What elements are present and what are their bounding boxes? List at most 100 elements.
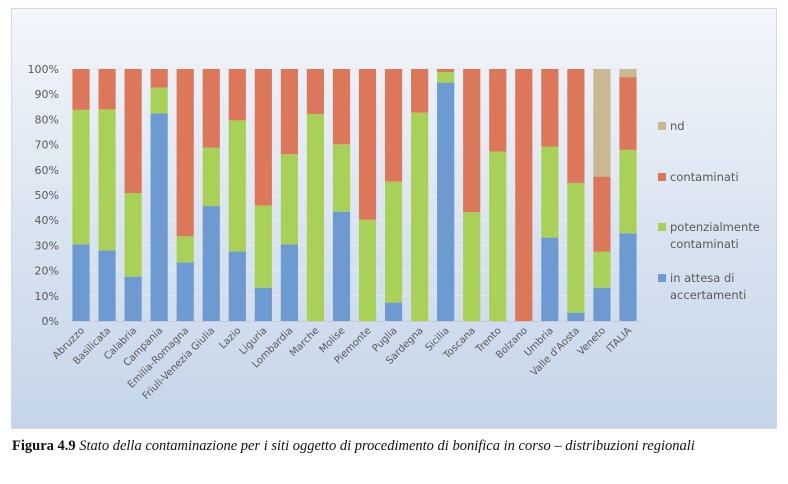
- bar-group: [280, 69, 298, 321]
- bar-segment-potenzialmente-contaminati: [202, 147, 220, 207]
- bar-segment-in-attesa-di-accertamenti: [332, 211, 351, 321]
- bar-segment-in-attesa-di-accertamenti: [437, 82, 455, 321]
- bar-segment-contaminati: [515, 69, 533, 321]
- bar-segment-contaminati: [202, 69, 220, 148]
- legend-label: nd: [670, 119, 685, 133]
- legend-item: in attesa di accertamenti: [658, 271, 746, 302]
- y-tick-label: 50%: [35, 189, 59, 202]
- y-axis-tick-labels: 0% 10% 20% 30% 40% 50% 60% 70% 80% 90% 100%: [28, 63, 59, 328]
- bar-segment-in-attesa-di-accertamenti: [567, 312, 585, 321]
- bar-segment-contaminati: [306, 69, 325, 115]
- bar-segment-contaminati: [437, 69, 455, 73]
- bar-segment-potenzialmente-contaminati: [254, 205, 272, 288]
- bar-segment-in-attesa-di-accertamenti: [72, 244, 90, 321]
- legend-label: contaminati: [670, 170, 739, 184]
- y-tick-label: 10%: [35, 290, 59, 303]
- bar-group: [358, 69, 377, 321]
- bar-segment-contaminati: [384, 69, 403, 182]
- legend-swatch: [658, 173, 666, 181]
- bar-group: [306, 69, 325, 321]
- bar-segment-contaminati: [593, 176, 611, 252]
- bar-group: [332, 69, 351, 321]
- bar-group: [124, 69, 142, 321]
- y-tick-label: 90%: [35, 88, 59, 101]
- bar-group: [463, 69, 481, 321]
- bar-segment-nd: [619, 69, 637, 78]
- bar-segment-in-attesa-di-accertamenti: [384, 302, 403, 321]
- figure-caption: Figura 4.9 Stato della contaminazione pe…: [12, 438, 772, 454]
- y-tick-label: 40%: [35, 214, 59, 227]
- bar-segment-potenzialmente-contaminati: [567, 182, 585, 313]
- figure-caption-text: Stato della contaminazione per i siti og…: [75, 438, 695, 454]
- bar-segment-contaminati: [150, 69, 168, 88]
- bar-segment-contaminati: [619, 77, 637, 150]
- bar-segment-potenzialmente-contaminati: [306, 114, 325, 321]
- x-category-label: Veneto: [576, 325, 608, 357]
- bar-segment-in-attesa-di-accertamenti: [150, 113, 168, 322]
- bar-group: [515, 69, 533, 321]
- bar-segment-contaminati: [280, 69, 298, 155]
- bar-segment-contaminati: [463, 69, 481, 213]
- bar-segment-potenzialmente-contaminati: [228, 120, 246, 252]
- y-tick-label: 30%: [35, 239, 59, 252]
- bar-group: [384, 69, 403, 321]
- bar-segment-contaminati: [358, 69, 377, 220]
- bar-group: [72, 69, 90, 321]
- bar-segment-potenzialmente-contaminati: [489, 151, 507, 321]
- bar-segment-potenzialmente-contaminati: [150, 87, 168, 114]
- bar-segment-potenzialmente-contaminati: [176, 236, 194, 263]
- bar-segment-potenzialmente-contaminati: [541, 146, 559, 238]
- bar-segment-in-attesa-di-accertamenti: [228, 251, 246, 321]
- bar-segment-contaminati: [72, 69, 90, 110]
- legend-swatch: [658, 223, 666, 231]
- legend-label: potenzialmente: [670, 220, 760, 234]
- bar-group: [202, 69, 220, 321]
- bar-segment-contaminati: [411, 69, 429, 113]
- y-tick-label: 80%: [35, 113, 59, 126]
- bar-group: [567, 69, 585, 321]
- y-tick-label: 100%: [28, 63, 59, 76]
- bar-segment-nd: [593, 69, 611, 177]
- bar-segment-in-attesa-di-accertamenti: [254, 287, 272, 321]
- figure-label: Figura 4.9: [12, 438, 76, 454]
- bar-segment-in-attesa-di-accertamenti: [593, 287, 611, 321]
- bar-segment-potenzialmente-contaminati: [411, 112, 429, 321]
- bar-segment-in-attesa-di-accertamenti: [98, 250, 116, 321]
- legend: nd contaminati potenzialmente contaminati in…: [658, 119, 760, 302]
- bar-segment-potenzialmente-contaminati: [619, 149, 637, 234]
- bar-group: [254, 69, 272, 321]
- y-tick-label: 20%: [35, 265, 59, 278]
- bar-segment-contaminati: [98, 69, 116, 110]
- bar-segment-potenzialmente-contaminati: [280, 154, 298, 245]
- bar-segment-contaminati: [228, 69, 246, 121]
- bar-group: [541, 69, 559, 321]
- bar-segment-potenzialmente-contaminati: [72, 109, 90, 245]
- y-tick-label: 70%: [35, 139, 59, 152]
- bar-segment-in-attesa-di-accertamenti: [541, 237, 559, 321]
- bar-segment-in-attesa-di-accertamenti: [176, 262, 194, 321]
- bar-segment-in-attesa-di-accertamenti: [124, 276, 142, 321]
- legend-item: nd: [658, 119, 685, 133]
- bar-segment-contaminati: [254, 69, 272, 206]
- legend-item: potenzialmente contaminati: [658, 220, 760, 251]
- bar-group: [176, 69, 194, 321]
- y-tick-label: 60%: [35, 164, 59, 177]
- bar-segment-contaminati: [124, 69, 142, 193]
- legend-item: contaminati: [658, 170, 739, 184]
- bar-group: [228, 69, 246, 321]
- bar-segment-contaminati: [176, 69, 194, 237]
- chart-frame: 0% 10% 20% 30% 40% 50% 60% 70% 80% 90% 100% Abruzz…: [11, 8, 777, 429]
- bar-segment-in-attesa-di-accertamenti: [202, 206, 220, 321]
- bar-segment-potenzialmente-contaminati: [384, 181, 403, 303]
- legend-label: accertamenti: [670, 288, 746, 302]
- bar-segment-contaminati: [541, 69, 559, 147]
- bar-segment-in-attesa-di-accertamenti: [619, 233, 637, 321]
- bar-segment-potenzialmente-contaminati: [358, 219, 377, 321]
- bar-group: [98, 69, 116, 321]
- bar-segment-contaminati: [567, 69, 585, 183]
- bar-group: [489, 69, 507, 321]
- x-category-label: ITALIA: [605, 325, 634, 354]
- bar-group: [150, 69, 168, 322]
- bar-segment-contaminati: [489, 69, 507, 152]
- bar-group: [593, 69, 611, 321]
